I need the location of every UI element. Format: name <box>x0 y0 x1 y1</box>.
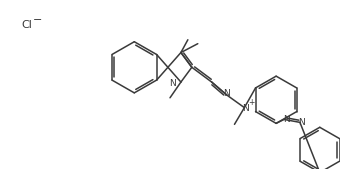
Text: N: N <box>169 79 176 88</box>
Text: +: + <box>248 98 254 107</box>
Text: N: N <box>299 118 305 127</box>
Text: N: N <box>242 104 249 113</box>
Text: Cl: Cl <box>22 20 33 30</box>
Text: N: N <box>283 115 290 124</box>
Text: N: N <box>223 89 230 98</box>
Text: −: − <box>32 15 42 25</box>
